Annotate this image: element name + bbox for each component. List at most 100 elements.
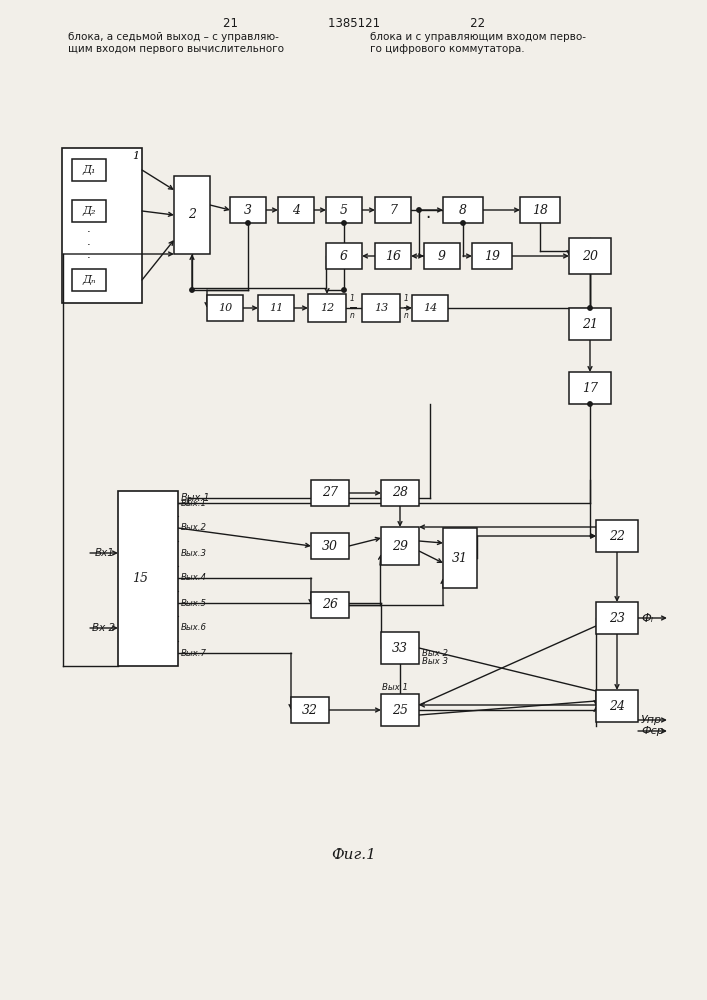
- Text: 19: 19: [484, 249, 500, 262]
- Text: 27: 27: [322, 487, 338, 499]
- Text: Д₁: Д₁: [82, 165, 95, 175]
- Text: 7: 7: [389, 204, 397, 217]
- Text: 22: 22: [609, 530, 625, 542]
- FancyBboxPatch shape: [443, 528, 477, 588]
- Text: 6: 6: [340, 249, 348, 262]
- FancyBboxPatch shape: [72, 269, 106, 291]
- Text: 24: 24: [609, 700, 625, 712]
- Text: Фср: Фср: [641, 726, 664, 736]
- Text: 18: 18: [532, 204, 548, 217]
- Circle shape: [588, 402, 592, 406]
- Text: 21                        1385121                        22: 21 1385121 22: [223, 17, 485, 30]
- FancyBboxPatch shape: [569, 308, 611, 340]
- Text: щим входом первого вычислительного: щим входом первого вычислительного: [68, 44, 284, 54]
- Text: Вых.3: Вых.3: [181, 548, 207, 558]
- Text: Вых.2: Вых.2: [181, 524, 207, 532]
- FancyBboxPatch shape: [118, 490, 178, 666]
- Text: Дₙ: Дₙ: [82, 275, 95, 285]
- Text: n: n: [404, 311, 409, 320]
- FancyBboxPatch shape: [311, 533, 349, 559]
- Text: 10: 10: [218, 303, 232, 313]
- Text: 31: 31: [452, 552, 468, 564]
- FancyBboxPatch shape: [596, 602, 638, 634]
- Text: n: n: [349, 311, 354, 320]
- Circle shape: [341, 288, 346, 292]
- Text: го цифрового коммутатора.: го цифрового коммутатора.: [370, 44, 525, 54]
- FancyBboxPatch shape: [291, 697, 329, 723]
- Text: 4: 4: [292, 204, 300, 217]
- FancyBboxPatch shape: [424, 243, 460, 269]
- FancyBboxPatch shape: [311, 480, 349, 506]
- FancyBboxPatch shape: [569, 372, 611, 404]
- FancyBboxPatch shape: [375, 197, 411, 223]
- Text: 1: 1: [349, 294, 354, 303]
- Text: 23: 23: [609, 611, 625, 624]
- Text: 12: 12: [320, 303, 334, 313]
- Text: Вых.4: Вых.4: [181, 574, 207, 582]
- FancyBboxPatch shape: [520, 197, 560, 223]
- FancyBboxPatch shape: [230, 197, 266, 223]
- FancyBboxPatch shape: [375, 243, 411, 269]
- Text: 28: 28: [392, 487, 408, 499]
- Text: Вх1: Вх1: [95, 548, 115, 558]
- Text: 1: 1: [132, 151, 139, 161]
- Circle shape: [246, 221, 250, 225]
- FancyBboxPatch shape: [381, 632, 419, 664]
- Text: 29: 29: [392, 540, 408, 552]
- Text: 8: 8: [459, 204, 467, 217]
- FancyBboxPatch shape: [443, 197, 483, 223]
- Text: 21: 21: [582, 318, 598, 330]
- Text: 17: 17: [582, 381, 598, 394]
- FancyBboxPatch shape: [311, 592, 349, 618]
- Text: 30: 30: [322, 540, 338, 552]
- Text: 33: 33: [392, 642, 408, 654]
- FancyBboxPatch shape: [381, 694, 419, 726]
- Text: 14: 14: [423, 303, 437, 313]
- Text: Вых 2: Вых 2: [422, 648, 448, 658]
- Text: 11: 11: [269, 303, 283, 313]
- Text: 1: 1: [404, 294, 409, 303]
- Text: 13: 13: [374, 303, 388, 313]
- FancyBboxPatch shape: [472, 243, 512, 269]
- Circle shape: [588, 306, 592, 310]
- Text: блока, а седьмой выход – с управляю-: блока, а седьмой выход – с управляю-: [68, 32, 279, 42]
- Circle shape: [341, 221, 346, 225]
- Circle shape: [417, 208, 421, 212]
- Text: Вых.1: Вых.1: [181, 498, 207, 508]
- FancyBboxPatch shape: [569, 238, 611, 274]
- Text: 9: 9: [438, 249, 446, 262]
- FancyBboxPatch shape: [326, 197, 362, 223]
- Text: 2: 2: [188, 209, 196, 222]
- Circle shape: [189, 288, 194, 292]
- Text: Вых.5: Вых.5: [181, 598, 207, 607]
- Text: 15: 15: [132, 572, 148, 584]
- FancyBboxPatch shape: [72, 159, 106, 181]
- FancyBboxPatch shape: [174, 176, 210, 254]
- Text: 26: 26: [322, 598, 338, 611]
- FancyBboxPatch shape: [381, 480, 419, 506]
- Text: Вх 2: Вх 2: [92, 623, 115, 633]
- FancyBboxPatch shape: [381, 527, 419, 565]
- FancyBboxPatch shape: [258, 295, 294, 321]
- Text: блока и с управляющим входом перво-: блока и с управляющим входом перво-: [370, 32, 586, 42]
- Text: Вых 3: Вых 3: [422, 656, 448, 666]
- Text: Вых.1: Вых.1: [181, 493, 211, 503]
- Text: 20: 20: [582, 249, 598, 262]
- FancyBboxPatch shape: [362, 294, 400, 322]
- FancyBboxPatch shape: [278, 197, 314, 223]
- FancyBboxPatch shape: [72, 200, 106, 222]
- Text: Упр: Упр: [641, 715, 662, 725]
- Text: Д₂: Д₂: [82, 206, 95, 216]
- Text: .: .: [426, 204, 431, 222]
- Text: 3: 3: [244, 204, 252, 217]
- FancyBboxPatch shape: [207, 295, 243, 321]
- Text: 32: 32: [302, 704, 318, 716]
- Text: Вых 1: Вых 1: [382, 684, 408, 692]
- Text: Фиг.1: Фиг.1: [332, 848, 376, 862]
- Text: 16: 16: [385, 249, 401, 262]
- Text: ·
·
·: · · ·: [87, 227, 91, 265]
- Text: Вых.6: Вых.6: [181, 624, 207, 633]
- FancyBboxPatch shape: [596, 690, 638, 722]
- Circle shape: [461, 221, 465, 225]
- Text: Φᵢ: Φᵢ: [641, 611, 653, 624]
